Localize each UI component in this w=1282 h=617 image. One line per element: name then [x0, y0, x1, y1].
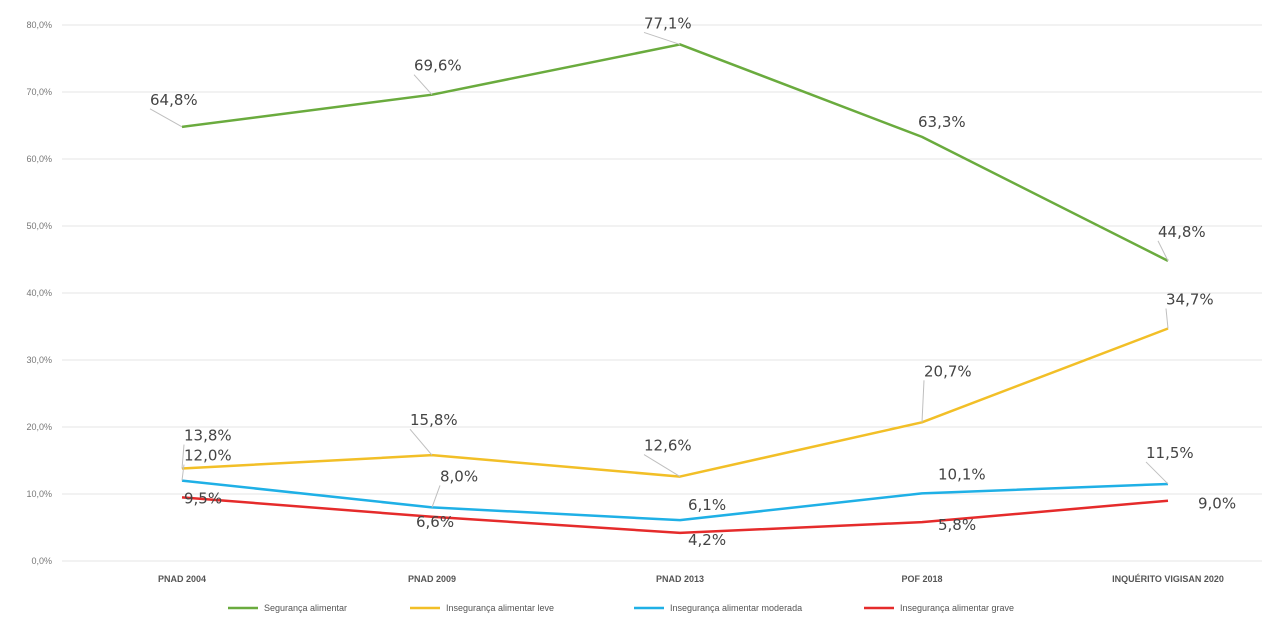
legend: Segurança alimentar Insegurança alimentar…	[228, 603, 1014, 613]
y-tick-label: 20,0%	[26, 422, 52, 432]
data-label: 9,5%	[184, 489, 222, 507]
gridlines	[62, 24, 1262, 562]
x-tick-label: INQUÉRITO VIGISAN 2020	[1112, 574, 1224, 584]
label-leader-line	[149, 108, 183, 128]
x-axis-ticks: PNAD 2004 PNAD 2009 PNAD 2013 POF 2018 INQUÉ…	[158, 574, 1224, 584]
legend-label: Segurança alimentar	[264, 603, 347, 613]
y-tick-label: 50,0%	[26, 221, 52, 231]
data-label: 11,5%	[1146, 444, 1194, 462]
data-label: 64,8%	[150, 91, 198, 109]
data-labels: 64,8% 69,6% 77,1% 63,3% 44,8% 13,8% 15,8% 12,6%…	[149, 14, 1236, 549]
x-tick-label: PNAD 2004	[158, 574, 206, 584]
data-label: 6,1%	[688, 496, 726, 514]
data-label: 77,1%	[644, 14, 692, 32]
y-tick-label: 70,0%	[26, 87, 52, 97]
data-label: 20,7%	[924, 362, 972, 380]
label-leader-line	[1145, 461, 1169, 485]
data-label: 12,0%	[184, 447, 232, 465]
label-leader-line	[643, 31, 681, 45]
label-leader-line	[1157, 240, 1169, 262]
label-leader-line	[409, 428, 433, 456]
y-tick-label: 60,0%	[26, 154, 52, 164]
series-lines	[181, 43, 1169, 535]
label-leader-line	[643, 454, 681, 478]
data-label: 5,8%	[938, 516, 976, 534]
data-label: 9,0%	[1198, 495, 1236, 513]
label-leader-line	[413, 74, 433, 96]
y-axis-ticks: 0,0% 10,0% 20,0% 30,0% 40,0% 50,0% 60,0% 70,0% 8…	[26, 20, 52, 566]
legend-label: Insegurança alimentar grave	[900, 603, 1014, 613]
data-label: 15,8%	[410, 411, 458, 429]
data-label: 69,6%	[414, 57, 462, 75]
series-line	[181, 496, 1169, 535]
label-leader-line	[181, 444, 185, 469]
data-label: 12,6%	[644, 437, 692, 455]
legend-label: Insegurança alimentar leve	[446, 603, 554, 613]
data-label: 8,0%	[440, 467, 478, 485]
legend-label: Insegurança alimentar moderada	[670, 603, 802, 613]
y-tick-label: 80,0%	[26, 20, 52, 30]
series-line	[181, 479, 1169, 522]
data-label: 34,7%	[1166, 291, 1214, 309]
label-leader-line	[431, 485, 441, 508]
y-tick-label: 10,0%	[26, 489, 52, 499]
label-leader-line	[1165, 308, 1169, 329]
x-tick-label: PNAD 2013	[656, 574, 704, 584]
data-label: 6,6%	[416, 513, 454, 531]
data-label: 44,8%	[1158, 223, 1206, 241]
series-line	[181, 43, 1169, 262]
data-label: 10,1%	[938, 465, 986, 483]
label-leader-line	[181, 464, 185, 481]
x-tick-label: POF 2018	[901, 574, 942, 584]
y-tick-label: 40,0%	[26, 288, 52, 298]
y-tick-label: 30,0%	[26, 355, 52, 365]
data-label: 13,8%	[184, 427, 232, 445]
label-leader-line	[921, 380, 925, 423]
data-label: 63,3%	[918, 113, 966, 131]
data-label: 4,2%	[688, 531, 726, 549]
y-tick-label: 0,0%	[31, 556, 52, 566]
x-tick-label: PNAD 2009	[408, 574, 456, 584]
